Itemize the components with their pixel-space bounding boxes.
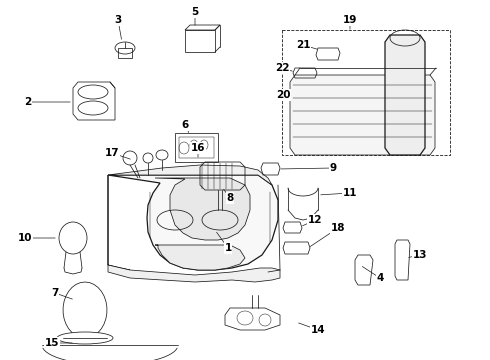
Text: 16: 16: [191, 143, 205, 153]
Text: 13: 13: [413, 250, 427, 260]
Polygon shape: [108, 165, 272, 185]
Text: 8: 8: [226, 193, 234, 203]
Polygon shape: [385, 35, 425, 155]
Text: 20: 20: [276, 90, 290, 100]
Polygon shape: [155, 245, 245, 270]
Text: 22: 22: [275, 63, 289, 73]
Text: 11: 11: [343, 188, 357, 198]
Text: 3: 3: [114, 15, 122, 25]
Text: 19: 19: [343, 15, 357, 25]
Polygon shape: [290, 75, 435, 155]
Text: 1: 1: [224, 243, 232, 253]
Text: 21: 21: [296, 40, 310, 50]
Text: 5: 5: [192, 7, 198, 17]
Text: 12: 12: [308, 215, 322, 225]
Text: 17: 17: [105, 148, 119, 158]
Text: 7: 7: [51, 288, 59, 298]
Text: 2: 2: [24, 97, 32, 107]
Text: 15: 15: [45, 338, 59, 348]
Polygon shape: [155, 178, 250, 240]
Text: 6: 6: [181, 120, 189, 130]
Text: 14: 14: [311, 325, 325, 335]
Text: 4: 4: [376, 273, 384, 283]
Polygon shape: [108, 265, 280, 282]
Polygon shape: [108, 175, 278, 270]
Text: 9: 9: [329, 163, 337, 173]
Text: 18: 18: [331, 223, 345, 233]
Text: 10: 10: [18, 233, 32, 243]
